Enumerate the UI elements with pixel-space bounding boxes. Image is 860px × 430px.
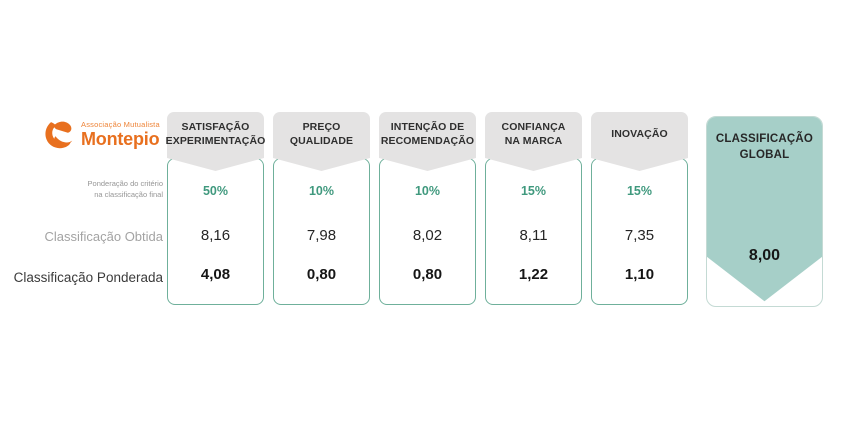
- column-header-label: CONFIANÇA NA MARCA: [501, 121, 566, 147]
- global-header-label: CLASSIFICAÇÃO GLOBAL: [715, 133, 814, 162]
- weighted-value: 0,80: [306, 266, 337, 283]
- column-header-label: SATISFAÇÃO EXPERIMENTAÇÃO: [165, 121, 266, 147]
- weight-value: 15%: [626, 184, 653, 198]
- column-header: INTENÇÃO DE RECOMENDAÇÃO: [379, 112, 476, 158]
- obtained-value: 8,02: [412, 227, 443, 244]
- column-header-label: PREÇO QUALIDADE: [289, 121, 354, 147]
- criteria-column-confianca: 15% 8,11 1,22 CONFIANÇA NA MARCA: [485, 112, 582, 306]
- weight-value: 10%: [414, 184, 441, 198]
- column-header-label: INOVAÇÃO: [611, 128, 668, 141]
- weighted-value: 1,22: [518, 266, 549, 283]
- criteria-column-intencao: 10% 8,02 0,80 INTENÇÃO DE RECOMENDAÇÃO: [379, 112, 476, 306]
- obtained-value: 7,98: [306, 227, 337, 244]
- column-header: SATISFAÇÃO EXPERIMENTAÇÃO: [165, 112, 266, 158]
- weight-value: 15%: [520, 184, 547, 198]
- montepio-logo: Associação Mutualista Montepio: [44, 118, 160, 151]
- global-outline-frame: CLASSIFICAÇÃO GLOBAL 8,00: [706, 116, 823, 307]
- criteria-column-inovacao: 15% 7,35 1,10 INOVAÇÃO: [591, 112, 688, 306]
- obtained-value: 8,11: [519, 227, 548, 244]
- montepio-logo-icon: [44, 118, 74, 151]
- column-values-box: 10% 8,02 0,80: [379, 158, 476, 305]
- column-values-box: 50% 8,16 4,08: [167, 158, 264, 305]
- global-arrow-down-shape: [707, 117, 822, 302]
- global-score-value: 8,00: [748, 247, 781, 264]
- obtained-value: 8,16: [200, 227, 231, 244]
- weighted-value: 0,80: [412, 266, 443, 283]
- criteria-column-satisfacao: 50% 8,16 4,08 SATISFAÇÃO EXPERIMENTAÇÃO: [165, 112, 266, 306]
- row-label-weighted: Classificação Ponderada: [13, 270, 163, 285]
- obtained-value: 7,35: [624, 227, 655, 244]
- column-values-box: 10% 7,98 0,80: [273, 158, 370, 305]
- criteria-column-preco: 10% 7,98 0,80 PREÇO QUALIDADE: [273, 112, 370, 306]
- column-header: INOVAÇÃO: [591, 112, 688, 158]
- weight-value: 50%: [202, 184, 229, 198]
- row-label-obtained: Classificação Obtida: [44, 229, 164, 244]
- column-values-box: 15% 7,35 1,10: [591, 158, 688, 305]
- logo-org-name: Associação Mutualista: [81, 119, 160, 129]
- global-classification-column: CLASSIFICAÇÃO GLOBAL 8,00: [706, 116, 823, 307]
- column-header: CONFIANÇA NA MARCA: [485, 112, 582, 158]
- column-header: PREÇO QUALIDADE: [273, 112, 370, 158]
- column-values-box: 15% 8,11 1,22: [485, 158, 582, 305]
- weighted-value: 1,10: [624, 266, 655, 283]
- logo-brand-name: Montepio: [81, 129, 160, 150]
- row-label-weight: Ponderação do critério na classificação …: [87, 179, 163, 199]
- weight-value: 10%: [308, 184, 335, 198]
- column-header-label: INTENÇÃO DE RECOMENDAÇÃO: [380, 121, 475, 147]
- weighted-value: 4,08: [200, 266, 231, 283]
